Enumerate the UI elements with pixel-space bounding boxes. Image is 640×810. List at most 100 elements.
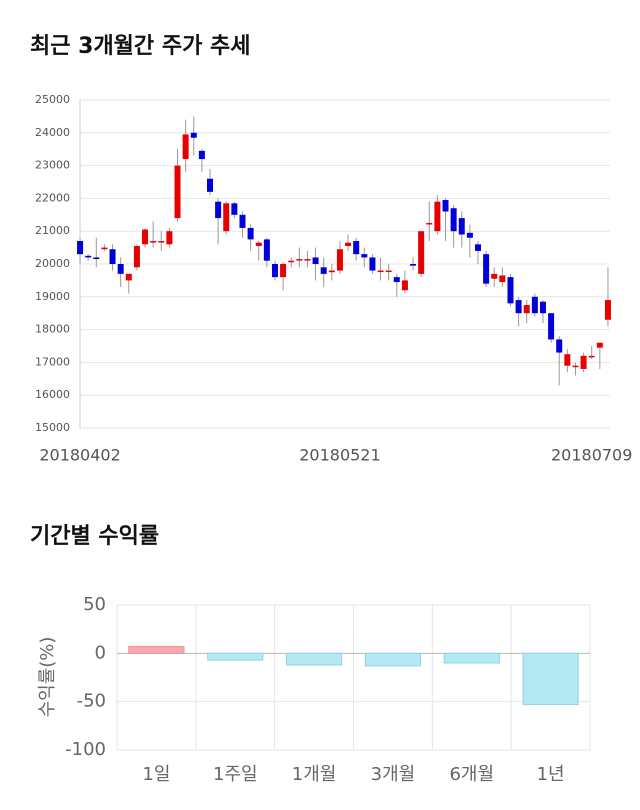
candle-body bbox=[150, 241, 157, 243]
candle-body bbox=[304, 259, 311, 261]
candle-body bbox=[418, 231, 425, 274]
candle-body bbox=[475, 244, 481, 251]
candle-body bbox=[572, 365, 579, 368]
candle-body bbox=[450, 208, 457, 232]
candle-body bbox=[223, 203, 230, 232]
candle-body bbox=[142, 229, 149, 245]
candle-body bbox=[296, 259, 303, 261]
candle-body bbox=[458, 218, 465, 235]
chart-title: 최근 3개월간 주가 추세 bbox=[30, 34, 250, 59]
candle-body bbox=[604, 300, 611, 320]
candle-body bbox=[255, 242, 262, 246]
y-tick-label: 16000 bbox=[35, 388, 70, 401]
candle-body bbox=[271, 264, 278, 278]
candle-body bbox=[77, 241, 84, 255]
candle-body bbox=[166, 231, 173, 245]
candle-body bbox=[434, 201, 441, 232]
candle-body bbox=[410, 264, 417, 266]
y-tick-label: 15000 bbox=[35, 421, 70, 434]
candle-body bbox=[336, 249, 343, 271]
bar bbox=[522, 652, 579, 706]
x-tick-label: 1일 bbox=[142, 764, 170, 785]
candle-body bbox=[125, 273, 132, 281]
candle-body bbox=[426, 223, 433, 225]
candle-body bbox=[280, 264, 287, 278]
candle-body bbox=[588, 355, 595, 358]
chart-title: 기간별 수익률 bbox=[30, 524, 159, 549]
y-tick-label: 20000 bbox=[35, 257, 70, 270]
candle-body bbox=[361, 254, 368, 258]
y-tick-label: 21000 bbox=[35, 224, 70, 237]
candle-body bbox=[556, 339, 563, 353]
candle-body bbox=[133, 245, 140, 268]
candle-body bbox=[190, 132, 197, 138]
y-tick-label: 24000 bbox=[35, 126, 70, 139]
candle-body bbox=[596, 342, 603, 348]
y-tick-label: 25000 bbox=[35, 93, 70, 106]
candle-body bbox=[499, 275, 506, 283]
candle-body bbox=[182, 134, 189, 160]
bar bbox=[207, 652, 264, 661]
candle-body bbox=[263, 239, 270, 261]
candle-body bbox=[320, 267, 327, 274]
candle-body bbox=[198, 150, 205, 160]
candle-body bbox=[247, 227, 254, 240]
candle-body bbox=[353, 241, 360, 255]
candle-body bbox=[580, 355, 587, 369]
candle-body bbox=[442, 200, 449, 212]
candle-body bbox=[539, 301, 546, 314]
bar bbox=[128, 646, 185, 654]
x-tick-label: 1주일 bbox=[213, 764, 258, 785]
y-tick-label: 0 bbox=[95, 642, 106, 663]
candle-body bbox=[385, 270, 392, 273]
x-tick-label: 20180709 bbox=[551, 446, 632, 465]
candle-body bbox=[393, 277, 400, 283]
candle-body bbox=[174, 165, 181, 219]
candle-body bbox=[377, 270, 384, 273]
y-tick-label: 18000 bbox=[35, 323, 70, 336]
candle-body bbox=[239, 214, 246, 228]
candle-body bbox=[117, 264, 124, 274]
candle-body bbox=[328, 270, 335, 273]
x-tick-label: 3개월 bbox=[371, 764, 416, 785]
candle-body bbox=[345, 242, 352, 246]
candle-body bbox=[85, 255, 92, 258]
candle-body bbox=[531, 296, 538, 314]
y-axis-label: 수익률(%) bbox=[37, 637, 58, 718]
candle-body bbox=[466, 232, 473, 238]
y-tick-label: 17000 bbox=[35, 355, 70, 368]
y-tick-label: -50 bbox=[77, 691, 106, 712]
x-tick-label: 20180521 bbox=[299, 446, 380, 465]
candle-body bbox=[483, 254, 490, 284]
candle-body bbox=[101, 247, 108, 250]
x-tick-label: 20180402 bbox=[39, 446, 120, 465]
candle-body bbox=[93, 257, 100, 260]
y-tick-label: 22000 bbox=[35, 191, 70, 204]
bar bbox=[443, 652, 500, 664]
y-tick-label: 23000 bbox=[35, 159, 70, 172]
candle-body bbox=[515, 300, 522, 314]
candle-body bbox=[548, 313, 555, 340]
y-tick-label: -100 bbox=[65, 739, 106, 760]
candle-body bbox=[491, 273, 498, 279]
candle-body bbox=[507, 277, 514, 304]
candle-body bbox=[207, 178, 213, 192]
candle-body bbox=[231, 203, 238, 215]
candle-body bbox=[401, 280, 408, 291]
candle-body bbox=[523, 305, 530, 314]
candle-body bbox=[158, 241, 165, 243]
bar bbox=[364, 652, 422, 667]
candle-body bbox=[369, 257, 376, 271]
y-tick-label: 50 bbox=[83, 594, 106, 615]
candle-body bbox=[109, 249, 116, 264]
candle-body bbox=[215, 201, 222, 219]
candle-body bbox=[312, 257, 319, 264]
candle-body bbox=[288, 260, 295, 263]
y-tick-label: 19000 bbox=[35, 290, 70, 303]
bar bbox=[285, 652, 343, 666]
x-tick-label: 1개월 bbox=[292, 764, 337, 785]
x-tick-label: 6개월 bbox=[449, 764, 494, 785]
x-tick-label: 1년 bbox=[537, 764, 565, 785]
candle-body bbox=[564, 354, 571, 366]
